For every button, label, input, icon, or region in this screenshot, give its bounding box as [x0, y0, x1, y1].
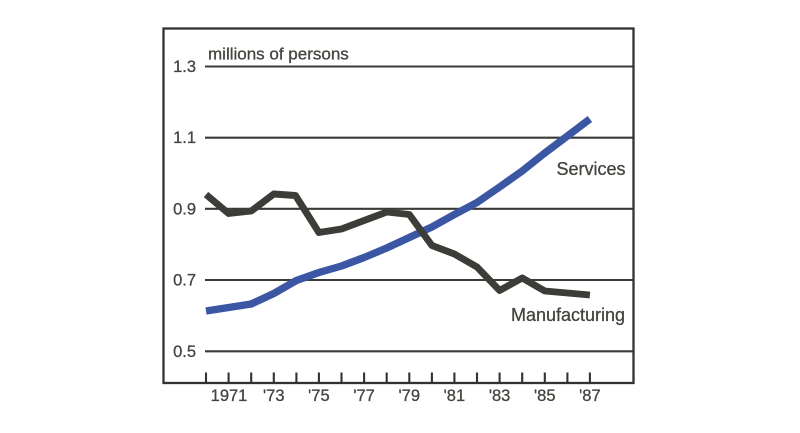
svg-text:1.3: 1.3 [173, 58, 196, 76]
svg-text:millions of persons: millions of persons [208, 45, 349, 64]
svg-text:'81: '81 [444, 387, 466, 405]
svg-text:'73: '73 [263, 387, 285, 405]
svg-text:'83: '83 [489, 387, 511, 405]
svg-text:Manufacturing: Manufacturing [511, 305, 625, 325]
svg-text:'85: '85 [534, 387, 556, 405]
svg-text:Services: Services [557, 159, 626, 179]
svg-text:0.7: 0.7 [173, 272, 196, 290]
svg-text:'87: '87 [579, 387, 601, 405]
svg-text:'79: '79 [399, 387, 421, 405]
svg-text:'75: '75 [308, 387, 330, 405]
svg-text:1.1: 1.1 [173, 129, 196, 147]
svg-text:0.5: 0.5 [173, 343, 196, 361]
svg-text:0.9: 0.9 [173, 200, 196, 218]
svg-text:'77: '77 [353, 387, 375, 405]
svg-text:1971: 1971 [211, 387, 248, 405]
